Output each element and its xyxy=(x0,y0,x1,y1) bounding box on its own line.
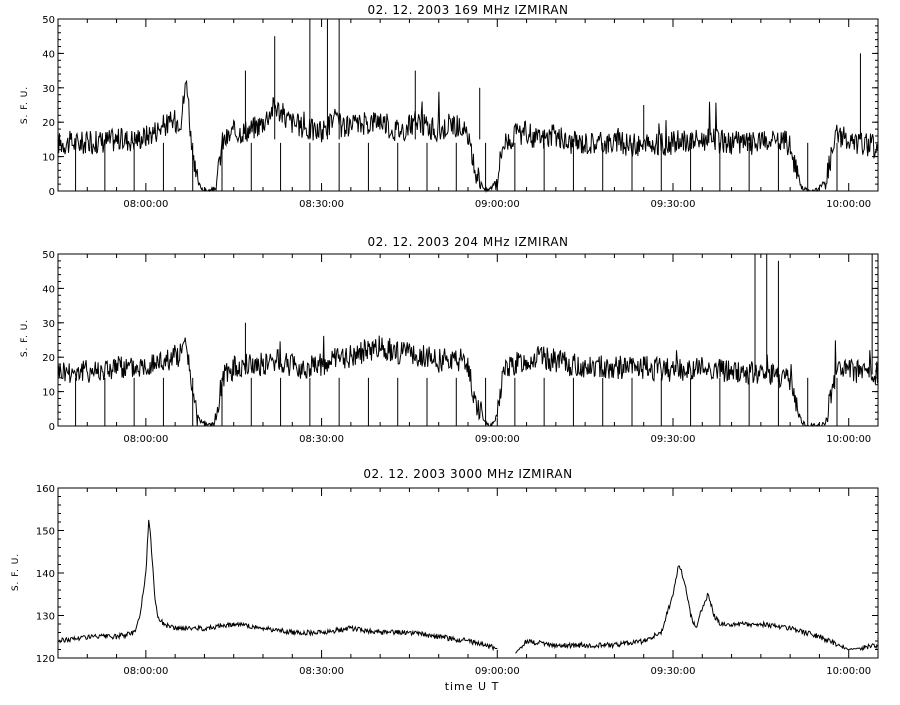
y-tick-label: 0 xyxy=(49,187,55,198)
series-line xyxy=(57,79,878,193)
y-tick-label: 10 xyxy=(42,153,55,164)
x-tick-label: 09:00:00 xyxy=(475,434,520,445)
y-tick-label: 0 xyxy=(49,422,55,433)
plot-frame xyxy=(57,487,879,659)
panel-169mhz: 02. 12. 2003 169 MHz IZMIRAN S. F. U. 0 1… xyxy=(20,3,879,210)
y-tick-label: 20 xyxy=(42,118,55,129)
y-tick-label: 10 xyxy=(42,388,55,399)
axis-ticks: 120 130 140 150 160 08:00:00 08:30:00 09:00:00 0… xyxy=(36,484,879,677)
y-tick-label: 40 xyxy=(42,49,55,60)
x-tick-label: 10:00:00 xyxy=(826,666,871,677)
x-tick-label: 09:30:00 xyxy=(651,434,696,445)
chart-title: 02. 12. 2003 169 MHz IZMIRAN xyxy=(367,3,568,17)
x-tick-label: 09:00:00 xyxy=(475,666,520,677)
y-tick-label: 50 xyxy=(42,250,55,261)
axis-ticks: 0 10 20 30 40 50 08:00:00 08:30:00 09:00:00 09:30… xyxy=(42,15,879,210)
y-axis-label: S. F. U. xyxy=(20,319,30,357)
x-tick-label: 08:00:00 xyxy=(123,199,168,210)
x-tick-label: 10:00:00 xyxy=(826,434,871,445)
x-tick-label: 08:30:00 xyxy=(299,434,344,445)
y-tick-label: 120 xyxy=(36,654,55,665)
x-tick-label: 08:00:00 xyxy=(123,666,168,677)
x-tick-label: 09:30:00 xyxy=(651,666,696,677)
plot-frame xyxy=(57,18,879,192)
panel-204mhz: 02. 12. 2003 204 MHz IZMIRAN S. F. U. 0 1… xyxy=(20,235,879,445)
y-tick-label: 130 xyxy=(36,612,55,623)
y-axis-label: S. F. U. xyxy=(11,553,21,591)
series-line xyxy=(57,519,878,654)
x-tick-label: 09:00:00 xyxy=(475,199,520,210)
series-line xyxy=(57,335,878,427)
y-tick-label: 20 xyxy=(42,353,55,364)
x-axis-label: time U T xyxy=(445,680,500,693)
x-tick-label: 09:30:00 xyxy=(651,199,696,210)
x-tick-label: 08:30:00 xyxy=(299,666,344,677)
y-axis-label: S. F. U. xyxy=(20,86,30,124)
x-tick-label: 08:30:00 xyxy=(299,199,344,210)
y-tick-label: 30 xyxy=(42,84,55,95)
y-tick-label: 50 xyxy=(42,15,55,26)
x-tick-label: 10:00:00 xyxy=(826,199,871,210)
y-tick-label: 150 xyxy=(36,527,55,538)
y-tick-label: 40 xyxy=(42,284,55,295)
y-tick-label: 30 xyxy=(42,319,55,330)
chart-title: 02. 12. 2003 204 MHz IZMIRAN xyxy=(367,235,568,249)
y-tick-label: 140 xyxy=(36,569,55,580)
axis-ticks: 0 10 20 30 40 50 08:00:00 08:30:00 09:00:00 09:30… xyxy=(42,250,879,445)
chart-title: 02. 12. 2003 3000 MHz IZMIRAN xyxy=(363,467,572,481)
y-tick-label: 160 xyxy=(36,484,55,495)
x-tick-label: 08:00:00 xyxy=(123,434,168,445)
panel-3000mhz: 02. 12. 2003 3000 MHz IZMIRAN S. F. U. t… xyxy=(11,467,879,693)
